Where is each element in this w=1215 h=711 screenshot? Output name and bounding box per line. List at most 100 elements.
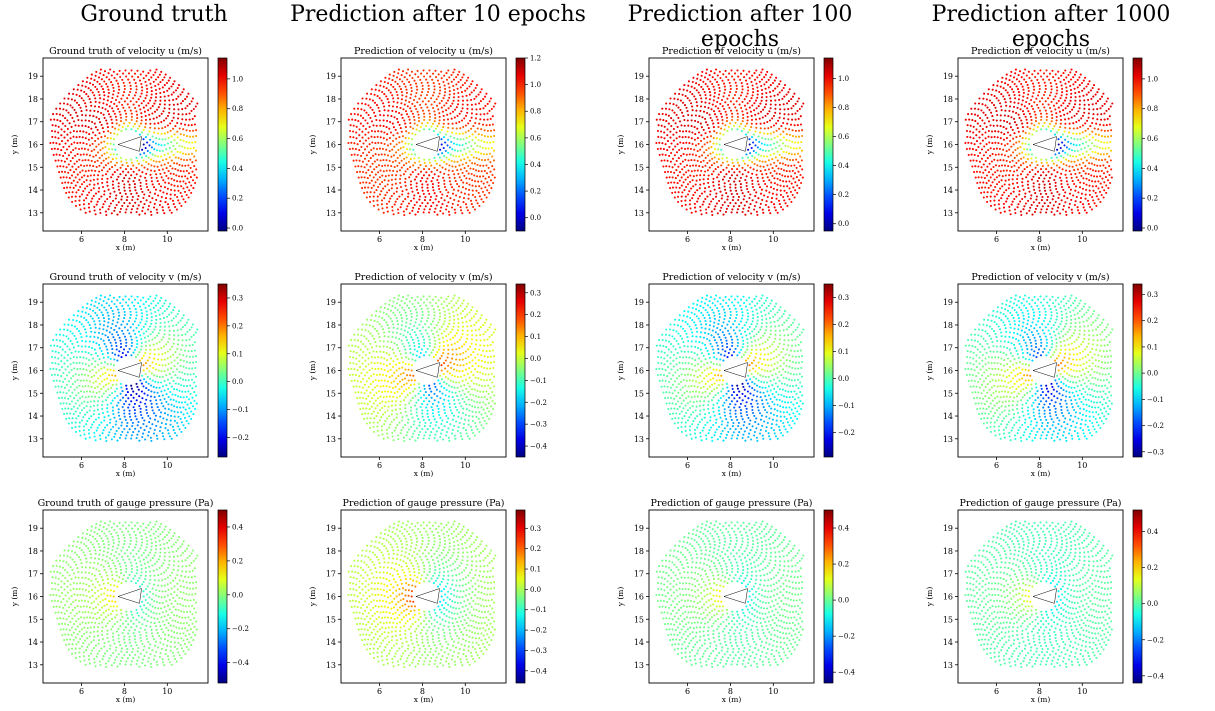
data-point bbox=[398, 161, 401, 165]
data-point bbox=[1105, 191, 1108, 194]
data-point bbox=[1081, 203, 1085, 206]
data-point bbox=[165, 192, 168, 195]
data-point bbox=[132, 164, 135, 167]
data-point bbox=[143, 336, 146, 339]
data-point bbox=[797, 129, 801, 132]
data-point bbox=[779, 189, 782, 192]
data-point bbox=[136, 69, 139, 72]
data-point bbox=[672, 119, 675, 122]
data-point bbox=[111, 148, 114, 151]
data-point bbox=[1096, 100, 1099, 103]
data-point bbox=[106, 181, 109, 184]
data-point bbox=[111, 406, 115, 409]
data-point bbox=[1087, 91, 1090, 94]
data-point bbox=[152, 206, 156, 209]
data-point bbox=[700, 154, 704, 157]
data-point bbox=[428, 174, 431, 177]
data-point bbox=[113, 102, 116, 105]
data-point bbox=[96, 408, 99, 411]
data-point bbox=[1069, 154, 1072, 157]
data-point bbox=[437, 108, 440, 111]
data-point bbox=[82, 199, 86, 202]
data-point bbox=[161, 394, 164, 397]
data-point bbox=[758, 140, 761, 143]
data-point bbox=[114, 197, 117, 200]
data-point bbox=[186, 104, 189, 107]
data-point bbox=[761, 208, 764, 211]
data-point bbox=[471, 80, 474, 83]
data-point bbox=[1078, 186, 1082, 189]
data-point bbox=[176, 130, 179, 133]
data-point bbox=[1002, 159, 1005, 162]
data-point bbox=[681, 160, 684, 163]
data-point bbox=[797, 179, 801, 182]
data-point bbox=[383, 164, 387, 167]
data-point bbox=[153, 122, 156, 125]
data-point bbox=[759, 122, 762, 125]
data-point bbox=[753, 156, 756, 159]
data-point bbox=[93, 209, 96, 212]
data-point bbox=[1057, 77, 1060, 80]
data-point bbox=[676, 182, 679, 185]
data-point bbox=[165, 400, 168, 403]
data-point bbox=[127, 406, 130, 409]
data-point bbox=[762, 180, 765, 183]
data-point bbox=[159, 398, 162, 401]
data-point bbox=[492, 159, 495, 162]
data-point bbox=[60, 128, 63, 131]
data-point bbox=[181, 118, 184, 121]
data-point bbox=[106, 311, 109, 314]
data-point bbox=[776, 211, 779, 214]
data-point bbox=[102, 339, 105, 342]
data-point bbox=[137, 162, 140, 165]
data-point bbox=[739, 94, 742, 97]
data-point bbox=[93, 386, 97, 390]
data-point bbox=[465, 94, 468, 97]
data-point bbox=[690, 137, 693, 140]
data-point bbox=[118, 188, 121, 191]
data-point bbox=[143, 419, 146, 422]
data-point bbox=[1024, 68, 1027, 71]
data-point bbox=[413, 79, 416, 82]
data-point bbox=[985, 143, 988, 146]
data-point bbox=[180, 384, 183, 387]
data-point bbox=[403, 82, 406, 86]
data-point bbox=[75, 101, 79, 104]
data-point bbox=[723, 91, 726, 95]
data-point bbox=[125, 344, 128, 347]
data-point bbox=[393, 116, 396, 119]
data-point bbox=[1094, 191, 1097, 194]
data-point bbox=[1005, 77, 1008, 80]
data-point bbox=[994, 185, 997, 189]
data-point bbox=[148, 113, 151, 116]
data-point bbox=[483, 129, 486, 132]
data-point bbox=[436, 79, 440, 82]
data-point bbox=[423, 115, 426, 118]
data-point bbox=[80, 373, 83, 376]
data-point bbox=[87, 206, 91, 209]
data-point bbox=[784, 127, 787, 130]
data-point bbox=[409, 148, 412, 151]
data-point bbox=[101, 403, 104, 407]
data-point bbox=[362, 117, 365, 120]
data-point bbox=[81, 395, 84, 398]
data-point bbox=[141, 131, 144, 134]
data-point bbox=[142, 206, 145, 209]
data-point bbox=[176, 347, 179, 351]
data-point bbox=[142, 364, 145, 367]
data-point bbox=[680, 195, 683, 198]
data-point bbox=[145, 161, 148, 164]
data-point bbox=[676, 125, 679, 128]
data-point bbox=[1026, 183, 1029, 186]
data-point bbox=[742, 117, 745, 120]
data-point bbox=[739, 72, 743, 75]
data-point bbox=[694, 183, 697, 186]
data-point bbox=[182, 133, 185, 136]
data-point bbox=[412, 127, 415, 130]
data-point bbox=[693, 95, 696, 98]
data-point bbox=[1020, 157, 1023, 160]
data-point bbox=[695, 89, 698, 92]
data-point bbox=[1094, 151, 1097, 154]
data-point bbox=[1062, 109, 1065, 112]
data-point bbox=[704, 121, 708, 124]
